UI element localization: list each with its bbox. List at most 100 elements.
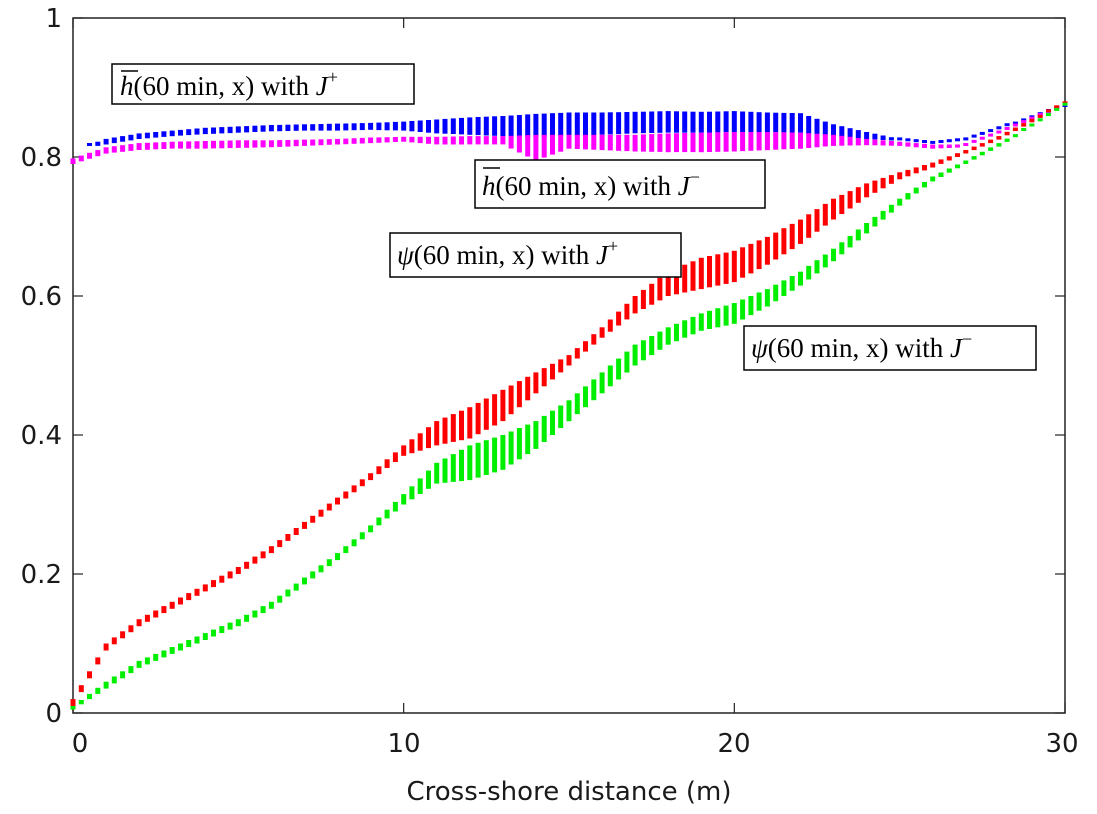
series-2-bar	[897, 172, 903, 180]
series-2-bar	[657, 277, 663, 301]
series-3-bar	[731, 303, 737, 324]
series-0-bar	[897, 137, 903, 141]
series-1-bar	[219, 140, 225, 149]
series-1-bar	[616, 134, 622, 151]
series-1-bar	[723, 132, 729, 152]
series-3-bar	[963, 160, 969, 164]
series-3-bar	[335, 553, 340, 561]
series-2-bar	[872, 180, 878, 193]
y-tick-labels: 0 0.2 0.4 0.6 0.8 1	[21, 4, 62, 729]
series-2-bar	[1037, 114, 1043, 118]
series-1-bar	[665, 133, 671, 153]
series-2-bar	[682, 264, 688, 293]
annotation-superscript: −	[962, 329, 972, 349]
series-3-bar	[599, 372, 605, 394]
series-0-bar	[227, 126, 233, 134]
series-0-bar	[731, 111, 737, 132]
series-3-bar	[318, 565, 324, 573]
series-2-bar	[417, 433, 423, 451]
series-0-bar	[764, 112, 770, 132]
series-0-bar	[136, 133, 142, 139]
series-3-bar	[95, 687, 101, 694]
series-2-bar	[558, 359, 564, 373]
series-0-bar	[773, 112, 779, 133]
series-2-bar	[95, 657, 101, 665]
series-2-bar	[533, 372, 539, 394]
data-series	[70, 101, 1068, 710]
series-0-bar	[574, 112, 580, 136]
series-1-bar	[855, 137, 861, 146]
series-3-bar	[359, 532, 365, 540]
series-0-bar	[368, 122, 374, 130]
series-0-bar	[219, 127, 225, 134]
series-0-bar	[905, 138, 911, 142]
series-2-bar	[955, 153, 960, 157]
series-2-bar	[723, 252, 729, 284]
series-2-bar	[855, 187, 861, 203]
series-2-bar	[764, 236, 770, 265]
series-3-bar	[1037, 118, 1043, 122]
series-3-bar	[979, 151, 985, 156]
series-1-bar	[87, 152, 92, 159]
series-0-bar	[426, 120, 431, 133]
series-3-bar	[996, 143, 1002, 147]
series-1-bar	[70, 158, 76, 164]
series-0-bar	[153, 132, 159, 138]
series-3-bar	[417, 478, 423, 494]
series-0-bar	[814, 118, 820, 135]
series-3-bar	[888, 204, 894, 213]
series-1-bar	[459, 136, 464, 145]
series-2-bar	[343, 491, 349, 499]
series-1-bar	[963, 143, 969, 146]
series-3-bar	[756, 292, 762, 311]
series-0-bar	[260, 125, 266, 132]
series-3-bar	[516, 428, 522, 460]
annotation-args: (60 min, x) with	[134, 71, 316, 101]
x-tick-label: 30	[1045, 729, 1078, 759]
series-3-bar	[748, 296, 754, 316]
series-1-bar	[880, 140, 886, 146]
series-2-bar	[583, 341, 588, 352]
series-2-bar	[376, 466, 382, 475]
series-2-bar	[186, 593, 192, 601]
series-1-bar	[285, 140, 291, 147]
series-1-bar	[169, 141, 175, 149]
series-3-bar	[293, 583, 299, 591]
series-3-bar	[111, 676, 117, 684]
series-0-bar	[434, 119, 440, 134]
series-2-bar	[566, 355, 572, 366]
series-1-bar	[847, 136, 853, 146]
series-3-bar	[897, 198, 903, 206]
series-3-bar	[822, 254, 828, 268]
series-1-bar	[384, 137, 390, 143]
x-tick-label: 0	[72, 729, 89, 759]
series-1-bar	[541, 134, 547, 158]
series-1-bar	[674, 133, 679, 153]
series-0-bar	[343, 123, 349, 131]
series-3-bar	[880, 210, 886, 220]
y-tick-label: 1	[45, 4, 62, 34]
series-2-bar	[740, 247, 746, 278]
series-1-bar	[533, 134, 539, 161]
series-1-bar	[864, 138, 870, 146]
series-0-bar	[955, 138, 960, 142]
series-2-bar	[938, 159, 944, 164]
series-0-bar	[988, 129, 994, 133]
series-2-bar	[401, 445, 407, 456]
series-1-bar	[632, 134, 638, 152]
series-2-bar	[1004, 131, 1010, 136]
series-1-bar	[591, 134, 597, 150]
series-3-bar	[723, 305, 729, 326]
series-1-bar	[302, 139, 307, 146]
series-3-bar	[938, 172, 944, 177]
series-2-bar	[235, 567, 241, 574]
series-3-bar	[136, 660, 142, 668]
series-0-bar	[541, 113, 547, 138]
series-1-bar	[318, 139, 324, 146]
series-0-bar	[169, 130, 175, 137]
series-3-bar	[831, 248, 836, 262]
series-1-bar	[988, 133, 994, 137]
series-3-bar	[508, 431, 514, 465]
series-1-bar	[781, 132, 787, 150]
series-2-bar	[607, 319, 613, 332]
